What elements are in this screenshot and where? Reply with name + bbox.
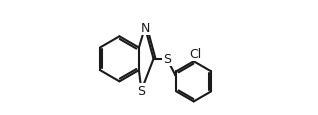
Text: S: S (137, 84, 145, 97)
Text: N: N (140, 22, 150, 34)
Text: Cl: Cl (189, 47, 201, 60)
Text: S: S (163, 53, 171, 66)
